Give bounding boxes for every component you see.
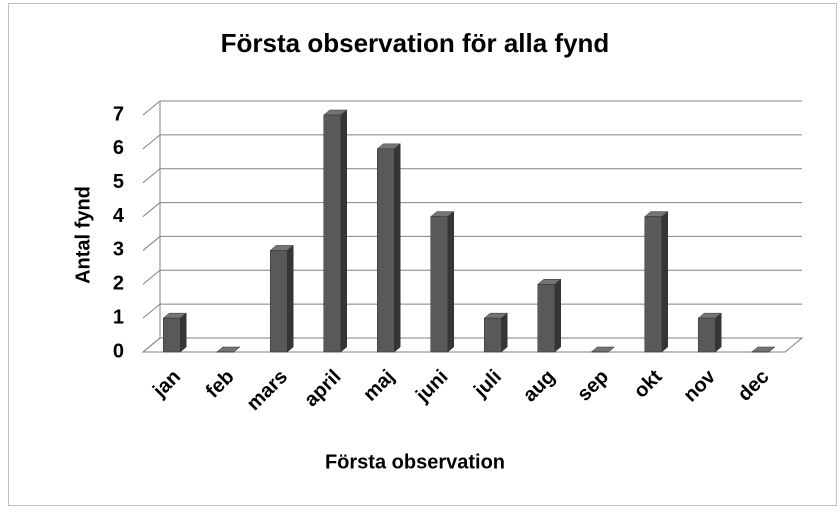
y-tick [142,236,161,251]
bar [537,278,562,353]
y-tick-label: 5 [113,171,124,193]
bar [751,346,776,353]
y-tick-label: 3 [113,239,124,261]
chart-title: Första observation för alla fynd [221,28,610,58]
bar [162,312,187,353]
y-tick [142,134,161,150]
bar [376,143,401,353]
bar [644,211,669,353]
y-tick-label: 7 [113,103,124,125]
bar [590,346,615,353]
y-tick [142,202,161,217]
bar [216,346,241,353]
x-axis-title: Första observation [325,451,505,473]
y-tick-label: 2 [113,273,124,295]
y-tick [142,168,161,184]
y-axis-title: Antal fynd [72,186,94,284]
bar [323,109,348,353]
chart-border [8,3,837,506]
y-tick [142,337,161,353]
bar [697,312,722,353]
bar [483,312,508,353]
y-tick-label: 1 [113,306,124,328]
y-tick-label: 0 [113,340,124,362]
bar [269,244,294,353]
y-tick-label: 4 [113,205,125,227]
y-tick-label: 6 [113,137,124,159]
y-tick [142,303,161,319]
y-tick [142,100,161,116]
bar [430,211,455,353]
y-tick [142,269,161,285]
